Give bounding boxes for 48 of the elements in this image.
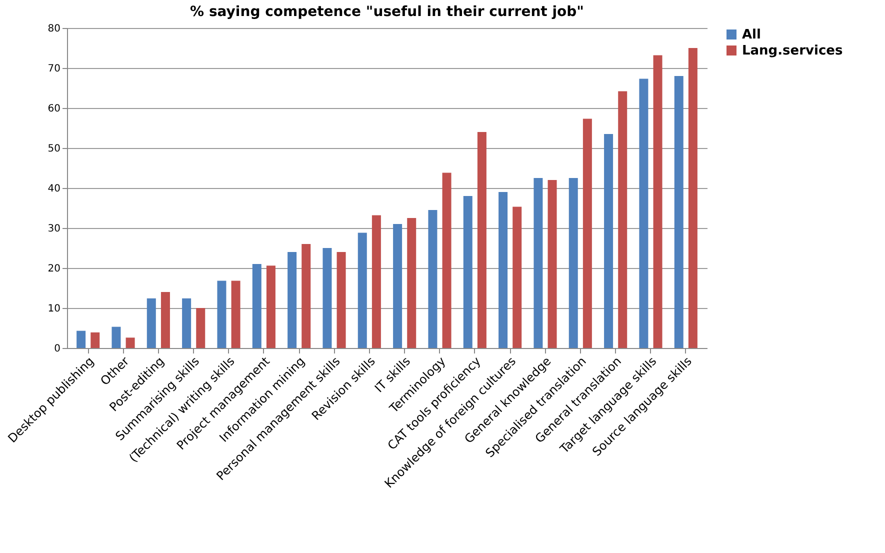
bar	[266, 266, 276, 348]
bar	[112, 326, 121, 348]
bar	[126, 338, 135, 348]
bar	[477, 132, 486, 348]
y-tick-label: 60	[48, 104, 60, 114]
bar	[231, 280, 240, 348]
y-tick-label: 0	[54, 344, 60, 354]
bar	[653, 55, 662, 348]
bar	[252, 264, 262, 348]
y-tick-label: 80	[48, 24, 60, 34]
bar	[512, 206, 522, 348]
bar	[463, 196, 472, 348]
bar	[498, 192, 508, 348]
y-tick-label: 40	[48, 184, 60, 194]
bar	[639, 78, 648, 348]
bar	[604, 134, 614, 348]
bar	[372, 215, 381, 348]
bar	[160, 292, 170, 348]
bar	[302, 244, 311, 348]
bar	[674, 76, 684, 348]
bar	[76, 330, 86, 348]
chart-title: % saying competence "useful in their current job"	[190, 4, 584, 20]
bar	[322, 248, 332, 348]
bar	[618, 91, 628, 348]
bar	[548, 180, 557, 348]
bar	[688, 48, 698, 348]
bar	[428, 210, 438, 348]
bar	[442, 172, 452, 348]
bar	[182, 298, 192, 348]
y-tick-label: 30	[48, 224, 60, 234]
bar	[534, 178, 543, 348]
legend-label: All	[742, 28, 761, 42]
bar	[407, 218, 416, 348]
bar	[288, 252, 297, 348]
bar	[90, 332, 100, 348]
bar	[582, 118, 592, 348]
y-tick-label: 70	[48, 64, 60, 74]
bar	[336, 252, 346, 348]
bar	[146, 298, 156, 348]
bar	[358, 232, 367, 348]
bar	[217, 280, 226, 348]
bar	[568, 178, 578, 348]
y-tick-label: 50	[48, 144, 60, 154]
y-tick-label: 20	[48, 264, 60, 274]
legend-label: Lang.services	[742, 44, 843, 58]
y-tick-label: 10	[48, 304, 60, 314]
bar	[393, 224, 402, 348]
bar	[196, 308, 206, 348]
